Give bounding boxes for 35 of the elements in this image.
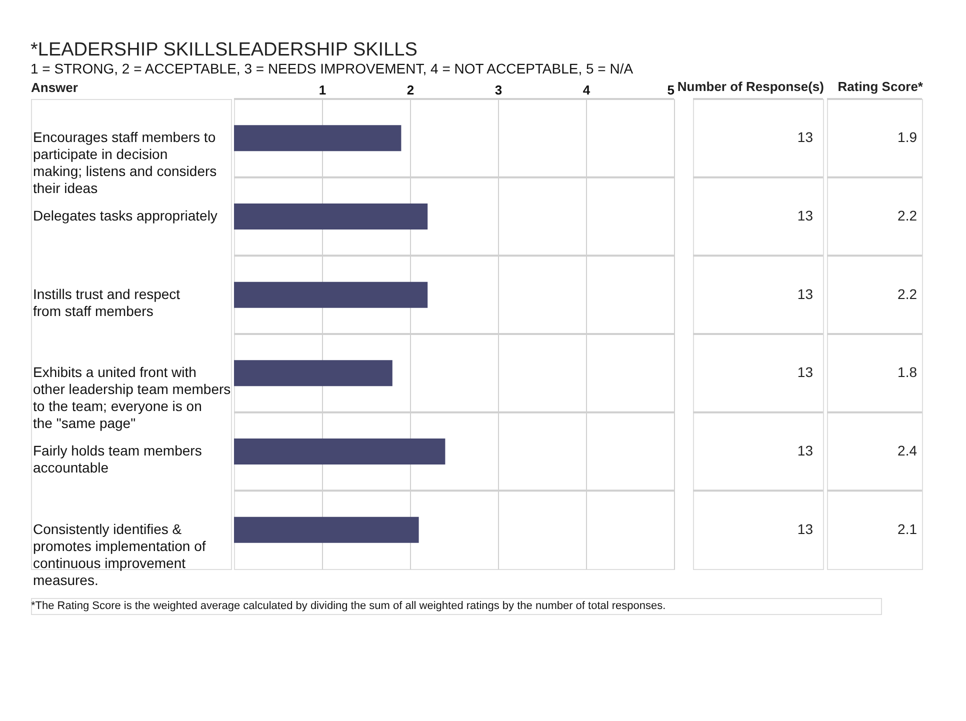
x-tick-label: 5: [667, 82, 674, 98]
x-tick-label: 1: [318, 82, 326, 98]
x-tick-label: 3: [494, 82, 502, 98]
x-tick-label: 2: [406, 82, 414, 98]
text: 13: [797, 208, 814, 224]
bar: [234, 282, 428, 308]
bar: [234, 360, 392, 386]
data-label: 2.4: [898, 442, 918, 458]
y-tick-label: Instills trust and respect from staff members: [33, 286, 180, 319]
text: Rating Score*: [838, 79, 924, 94]
text: 13: [797, 442, 814, 458]
bar: [234, 204, 428, 230]
y-tick-label: Encourages staff members to participate in decision making; listens and considers their ideas: [33, 129, 217, 196]
chart-title: *LEADERSHIP SKILLSLEADERSHIP SKILLS: [30, 40, 418, 60]
text: 13: [797, 520, 814, 537]
bar: [234, 516, 419, 543]
y-axis-title: Answer: [31, 80, 78, 95]
y-tick-label: Consistently identifies & promotes implementation of continuous improvement measures.: [33, 520, 206, 588]
text: *The Rating Score is the weighted average calculated by dividing the sum of all weighted ratings by the number of total responses.: [31, 600, 666, 612]
bar: [234, 438, 446, 464]
bar: [234, 125, 402, 152]
chart-subtitle: 1 = STRONG, 2 = ACCEPTABLE, 3 = NEEDS IMPROVEMENT, 4 = NOT ACCEPTABLE, 5 = N/A: [30, 60, 634, 76]
data-label: 1.9: [898, 129, 918, 146]
y-tick-label: Fairly holds team members accountable: [33, 442, 202, 476]
y-tick-label: Delegates tasks appropriately: [33, 208, 218, 224]
data-label: 2.2: [898, 208, 918, 224]
data-label: 2.1: [898, 520, 918, 537]
text: 13: [797, 364, 814, 380]
data-label: 1.8: [898, 364, 918, 380]
text: Number of Response(s): [677, 79, 824, 94]
text: 13: [797, 129, 814, 146]
text: 13: [797, 286, 814, 302]
x-tick-label: 4: [582, 82, 591, 98]
y-tick-label: Exhibits a united front with other leadership team members to the team; everyone is on the "same page": [33, 364, 231, 432]
data-label: 2.2: [898, 286, 918, 302]
